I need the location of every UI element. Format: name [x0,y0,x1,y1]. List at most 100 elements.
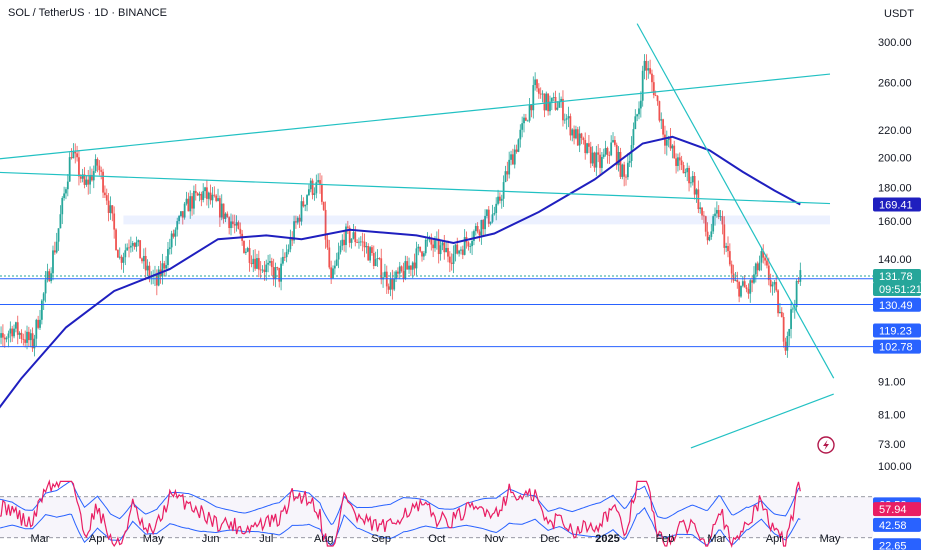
candle [389,272,392,297]
candle [141,257,143,264]
candle [682,161,685,174]
candle [304,204,307,212]
candle [133,242,136,250]
candle [500,194,503,209]
candle [324,201,327,249]
x-tick-label: Apr [766,533,783,545]
candle [111,205,114,222]
candle [536,78,538,92]
candle [458,249,461,257]
candle [285,244,288,263]
candle [200,191,203,207]
candle [226,211,229,218]
candle [437,229,440,264]
candle [786,331,789,358]
candle [400,265,403,273]
candle [632,122,635,149]
candle [296,216,299,225]
candle [128,239,130,258]
candle [256,253,258,270]
candle [760,247,763,271]
candle [385,265,388,294]
candle [539,87,542,99]
candle [482,218,485,237]
lightning-icon[interactable] [817,436,835,454]
candle [254,249,257,271]
candle [745,284,748,293]
x-tick-label: Aug [314,533,334,545]
candle [591,146,594,167]
candle [343,231,346,252]
candle [693,172,696,200]
candle [129,236,132,253]
candle [220,194,223,221]
candle [109,196,112,220]
candle [189,190,192,219]
candle [756,261,759,277]
candle [480,219,483,245]
candle [202,183,205,203]
candle [354,226,357,247]
x-tick-label: Dec [540,533,560,545]
candle [263,261,266,281]
candle [432,239,435,258]
candle [771,281,774,296]
candle [150,271,153,285]
price-label: 131.78 [873,268,921,283]
candle [621,163,624,180]
candle [613,136,616,147]
candle [98,160,101,176]
y-tick-label: 140.00 [878,254,912,266]
candle [727,236,729,258]
candle [250,255,253,268]
candle [619,147,622,180]
candle [797,277,800,284]
candle [174,227,177,246]
candle [74,143,77,164]
candle [359,236,362,247]
candle [782,312,785,348]
candle [673,140,676,159]
candle [42,292,45,310]
candle [31,327,34,352]
candle [639,91,642,118]
candle [213,186,216,198]
candle [406,256,409,270]
rsi-lower-band [0,506,801,547]
candle [554,90,557,111]
candle [239,222,242,239]
candle [749,278,752,303]
candle [417,243,420,256]
chart-title: SOL / TetherUS · 1D · BINANCE [8,7,167,19]
candle [658,100,661,123]
candle [636,113,639,122]
candle [543,93,546,118]
candle [283,252,286,262]
candle [309,177,312,193]
candle [326,234,329,250]
candle [580,132,583,145]
candle [252,249,255,273]
candle [104,185,106,199]
candle [307,184,310,197]
svg-text:09:51:21: 09:51:21 [879,284,922,296]
candle [471,231,473,256]
candle [790,302,792,339]
candle [207,191,210,209]
candle [695,188,698,203]
candle [387,283,390,294]
candle [575,125,577,140]
candle [530,104,533,118]
candle [497,189,499,206]
candle [14,321,17,333]
candle [715,201,718,218]
candle [352,223,355,240]
candle [678,152,681,171]
candle [191,192,193,216]
candle [723,216,726,255]
candle [144,247,147,281]
candle [384,263,386,278]
candle [623,161,626,187]
candle [599,147,601,176]
